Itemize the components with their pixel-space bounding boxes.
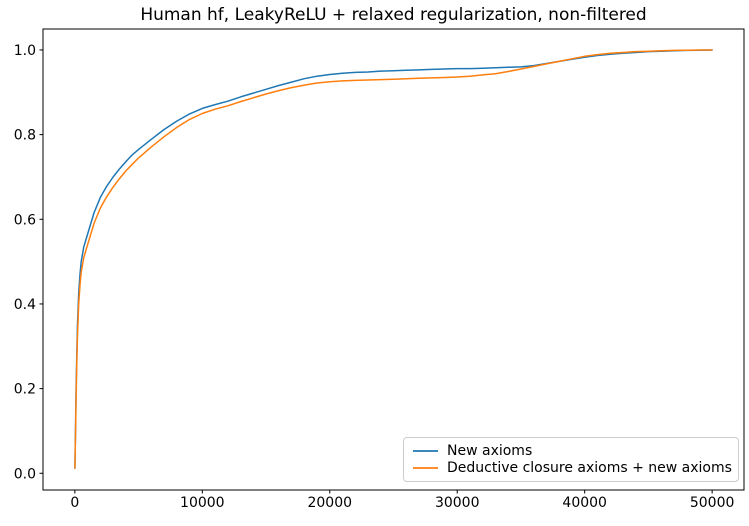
legend-line-swatch-blue [413,450,438,453]
y-tick-label: 0.4 [14,297,36,313]
y-tick-label: 0.0 [14,466,36,482]
axes-frame [42,28,745,491]
y-tick-label: 1.0 [14,43,36,59]
legend-line-swatch-orange [413,466,438,469]
x-tick-label: 40000 [562,495,607,511]
x-tick-label: 20000 [307,495,352,511]
legend-entry: New axioms [413,443,729,460]
x-tick-label: 30000 [435,495,480,511]
x-tick-label: 50000 [690,495,735,511]
series-line [74,49,713,469]
legend-label: Deductive closure axioms + new axioms [447,459,732,476]
y-tick-label: 0.2 [14,382,36,398]
x-tick-label: 0 [70,495,79,511]
series-line [74,49,713,469]
y-tick-label: 0.8 [14,128,36,144]
legend-entry: Deductive closure axioms + new axioms [413,459,732,477]
legend-label: New axioms [447,443,533,460]
x-tick-label: 10000 [180,495,225,511]
y-tick-label: 0.6 [14,212,36,228]
legend: New axioms Deductive closure axioms + ne… [403,437,739,482]
chart-title: Human hf, LeakyReLU + relaxed regulariza… [140,5,647,25]
